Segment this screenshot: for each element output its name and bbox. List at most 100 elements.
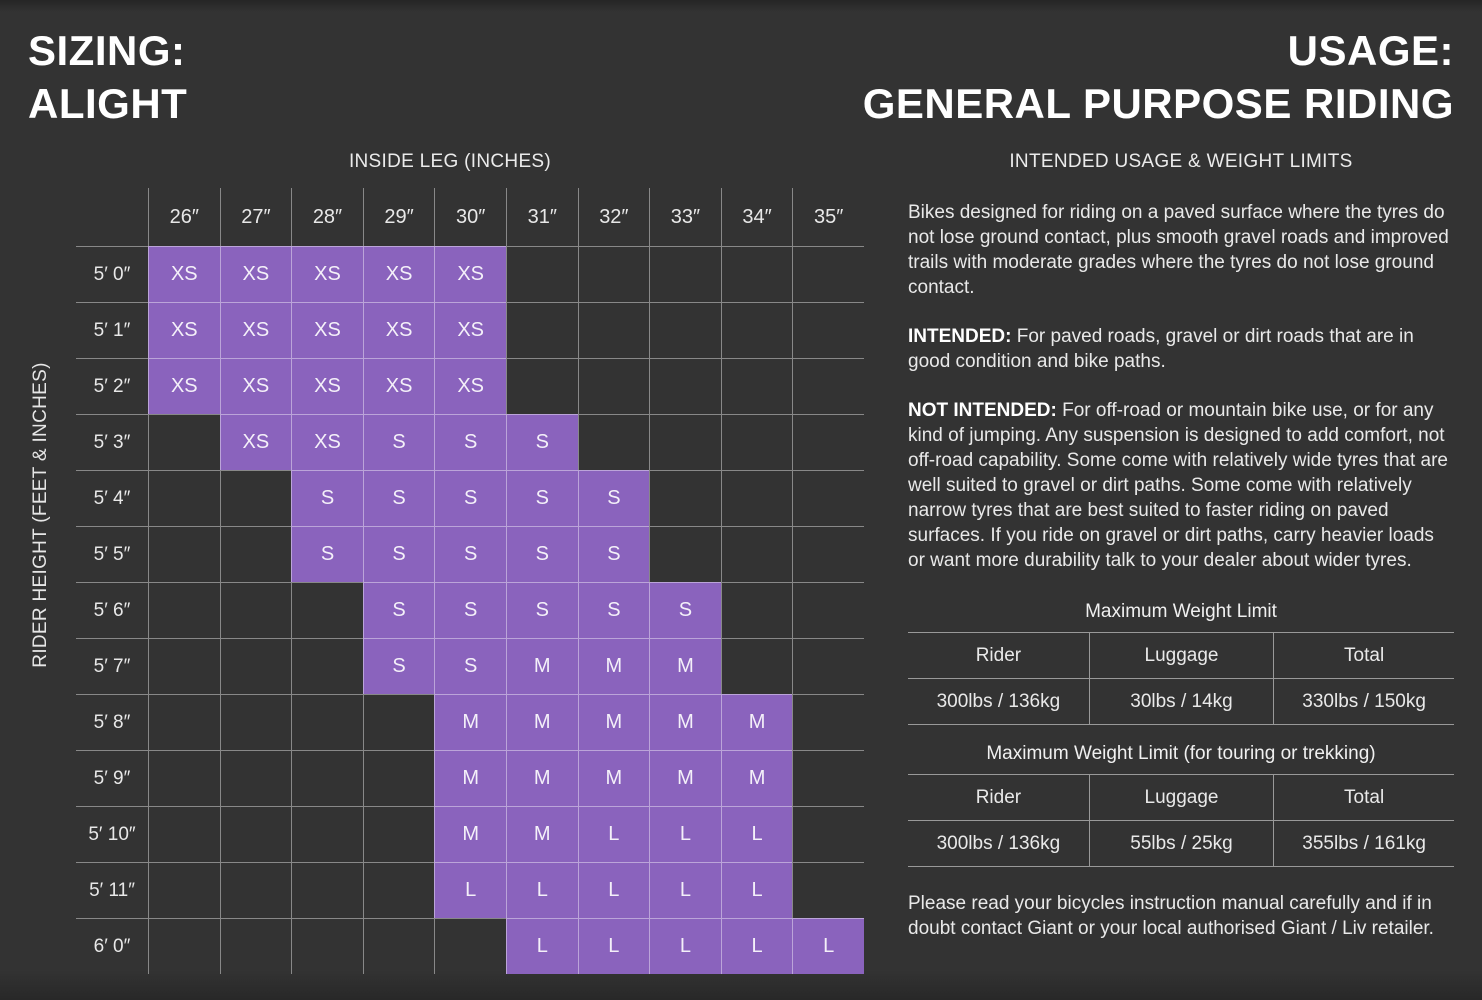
empty-grid-cell xyxy=(720,638,793,694)
size-cell: S xyxy=(505,470,578,526)
size-cell: S xyxy=(362,526,435,582)
size-cell: S xyxy=(434,470,506,526)
size-cell: L xyxy=(720,806,793,862)
empty-grid-cell xyxy=(720,414,793,470)
size-cell: M xyxy=(649,750,721,806)
empty-grid-cell xyxy=(148,862,220,918)
empty-grid-cell xyxy=(148,750,220,806)
size-cell: XS xyxy=(434,302,506,358)
empty-grid-cell xyxy=(649,414,721,470)
empty-grid-cell xyxy=(577,414,650,470)
inside-leg-column-header: 30″ xyxy=(434,188,506,246)
max-weight-touring-table-title: Maximum Weight Limit (for touring or tre… xyxy=(986,743,1376,764)
size-cell: L xyxy=(649,806,721,862)
empty-grid-cell xyxy=(362,862,435,918)
empty-grid-cell xyxy=(219,694,292,750)
empty-grid-cell xyxy=(148,582,220,638)
empty-grid-cell xyxy=(291,918,363,974)
size-cell: M xyxy=(505,694,578,750)
empty-grid-cell xyxy=(505,302,578,358)
inside-leg-column-header: 31″ xyxy=(505,188,578,246)
empty-grid-cell xyxy=(720,302,793,358)
empty-grid-cell xyxy=(219,806,292,862)
empty-grid-cell xyxy=(792,694,864,750)
empty-grid-cell xyxy=(291,694,363,750)
header-cell-luggage: Luggage xyxy=(1088,633,1273,678)
empty-grid-cell xyxy=(505,246,578,302)
size-cell: S xyxy=(434,414,506,470)
header-cell-rider: Rider xyxy=(975,787,1022,808)
size-cell: S xyxy=(505,582,578,638)
empty-grid-cell xyxy=(792,638,864,694)
value-cell-rider: 300lbs / 136kg xyxy=(936,833,1061,854)
size-cell: S xyxy=(362,470,435,526)
empty-grid-cell xyxy=(577,246,650,302)
size-cell: L xyxy=(720,918,793,974)
rider-height-row-label: 5′ 11″ xyxy=(76,862,148,918)
size-cell: XS xyxy=(291,246,363,302)
size-cell: XS xyxy=(148,246,220,302)
empty-grid-cell xyxy=(649,358,721,414)
value-cell-total: 355lbs / 161kg xyxy=(1273,821,1454,866)
size-cell: M xyxy=(649,638,721,694)
usage-intro-paragraph: Bikes designed for riding on a paved sur… xyxy=(908,202,1449,298)
size-cell: M xyxy=(577,694,650,750)
size-cell: XS xyxy=(148,302,220,358)
empty-grid-cell xyxy=(291,862,363,918)
empty-grid-cell xyxy=(649,302,721,358)
size-cell: S xyxy=(577,470,650,526)
rider-height-row-label: 6′ 0″ xyxy=(76,918,148,974)
not-intended-label: NOT INTENDED: xyxy=(908,400,1057,421)
inside-leg-column-header: 28″ xyxy=(291,188,363,246)
rider-height-row-label: 5′ 4″ xyxy=(76,470,148,526)
size-cell: XS xyxy=(219,246,292,302)
empty-grid-cell xyxy=(792,470,864,526)
max-weight-table: Rider Luggage Total 300lbs / 136kg 30lbs… xyxy=(908,632,1454,725)
sizing-title: SIZING: ALIGHT xyxy=(28,27,188,127)
size-cell: M xyxy=(720,750,793,806)
size-cell: S xyxy=(505,414,578,470)
size-cell: S xyxy=(434,526,506,582)
size-cell: M xyxy=(720,694,793,750)
size-cell: M xyxy=(505,806,578,862)
header-cell-luggage: Luggage xyxy=(1088,775,1273,820)
empty-grid-cell xyxy=(219,750,292,806)
size-cell: XS xyxy=(362,358,435,414)
size-cell: S xyxy=(291,470,363,526)
size-cell: L xyxy=(434,862,506,918)
empty-grid-cell xyxy=(720,526,793,582)
empty-grid-cell xyxy=(792,302,864,358)
size-cell: M xyxy=(505,638,578,694)
not-intended-text: For off-road or mountain bike use, or fo… xyxy=(908,400,1448,571)
grid-corner-cell xyxy=(76,188,148,246)
empty-grid-cell xyxy=(362,694,435,750)
table-header-row: Rider Luggage Total xyxy=(908,775,1454,821)
size-cell: M xyxy=(577,638,650,694)
inside-leg-axis-label: INSIDE LEG (INCHES) xyxy=(348,151,552,172)
size-cell: L xyxy=(505,918,578,974)
empty-grid-cell xyxy=(649,470,721,526)
size-cell: M xyxy=(577,750,650,806)
empty-grid-cell xyxy=(649,526,721,582)
rider-height-row-label: 5′ 8″ xyxy=(76,694,148,750)
empty-grid-cell xyxy=(219,918,292,974)
size-cell: M xyxy=(434,750,506,806)
inside-leg-column-header: 27″ xyxy=(219,188,292,246)
empty-grid-cell xyxy=(148,526,220,582)
empty-grid-cell xyxy=(792,358,864,414)
inside-leg-column-header: 32″ xyxy=(577,188,650,246)
size-cell: S xyxy=(362,582,435,638)
rider-height-axis-label: RIDER HEIGHT (FEET & INCHES) xyxy=(30,362,51,668)
table-value-row: 300lbs / 136kg 30lbs / 14kg 330lbs / 150… xyxy=(908,679,1454,725)
footer-note: Please read your bicycles instruction ma… xyxy=(908,893,1434,939)
empty-grid-cell xyxy=(291,638,363,694)
empty-grid-cell xyxy=(219,582,292,638)
empty-grid-cell xyxy=(792,750,864,806)
not-intended-paragraph: NOT INTENDED: For off-road or mountain b… xyxy=(908,398,1454,573)
rider-height-row-label: 5′ 6″ xyxy=(76,582,148,638)
size-cell: XS xyxy=(362,302,435,358)
value-cell-luggage: 55lbs / 25kg xyxy=(1088,821,1273,866)
max-weight-table-title: Maximum Weight Limit xyxy=(1085,601,1277,622)
size-cell: M xyxy=(434,806,506,862)
